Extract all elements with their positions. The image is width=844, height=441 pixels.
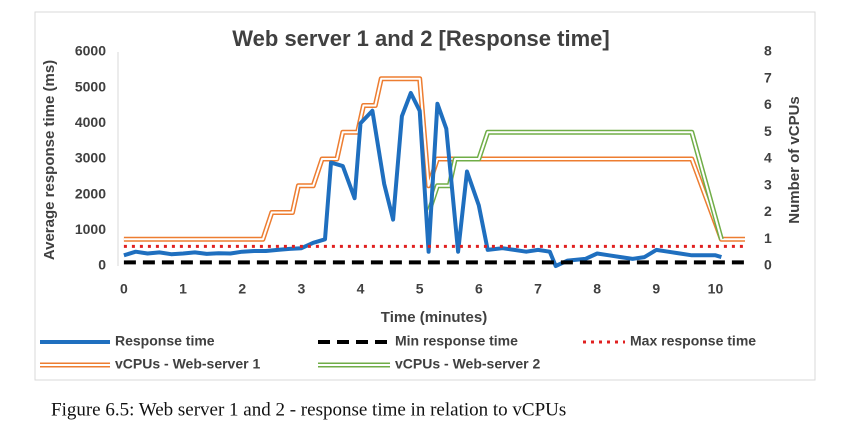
y-tick-label: 4000 <box>75 114 106 130</box>
x-tick-label: 0 <box>120 281 128 297</box>
x-tick-label: 1 <box>179 281 187 297</box>
y2-tick-label: 6 <box>764 96 772 112</box>
y2-axis-title: Number of vCPUs <box>786 96 803 224</box>
x-tick-label: 5 <box>416 281 424 297</box>
figure-caption: Figure 6.5: Web server 1 and 2 - respons… <box>51 399 566 420</box>
y-tick-label: 2000 <box>75 185 106 201</box>
legend-label: vCPUs - Web-server 2 <box>395 356 540 372</box>
y2-tick-label: 4 <box>764 150 772 166</box>
series-line <box>123 91 722 268</box>
x-tick-label: 7 <box>534 281 542 297</box>
x-tick-label: 2 <box>238 281 246 297</box>
y2-tick-label: 3 <box>764 176 772 192</box>
x-tick-label: 8 <box>593 281 601 297</box>
x-tick-label: 3 <box>297 281 305 297</box>
legend-label: Min response time <box>395 333 518 349</box>
x-tick-label: 6 <box>475 281 483 297</box>
y-axis-title: Average response time (ms) <box>41 60 58 260</box>
y2-tick-label: 7 <box>764 69 772 85</box>
legend-label: Response time <box>115 333 215 349</box>
x-tick-label: 10 <box>708 281 724 297</box>
series-line-inner <box>427 131 723 240</box>
y-tick-label: 1000 <box>75 221 106 237</box>
series-line-inner <box>123 77 745 241</box>
chart-title: Web server 1 and 2 [Response time] <box>232 26 609 51</box>
x-tick-label: 9 <box>652 281 660 297</box>
x-axis-title: Time (minutes) <box>381 309 487 326</box>
y2-tick-label: 0 <box>764 257 772 273</box>
y-tick-label: 3000 <box>75 150 106 166</box>
y2-tick-label: 2 <box>764 203 772 219</box>
y-tick-label: 0 <box>98 257 106 273</box>
x-tick-label: 4 <box>357 281 365 297</box>
y-tick-label: 6000 <box>75 43 106 59</box>
y-tick-label: 5000 <box>75 78 106 94</box>
y2-tick-label: 8 <box>764 43 772 59</box>
legend-label: vCPUs - Web-server 1 <box>115 356 260 372</box>
y2-tick-label: 1 <box>764 230 772 246</box>
legend-label: Max response time <box>630 333 756 349</box>
y2-tick-label: 5 <box>764 123 772 139</box>
